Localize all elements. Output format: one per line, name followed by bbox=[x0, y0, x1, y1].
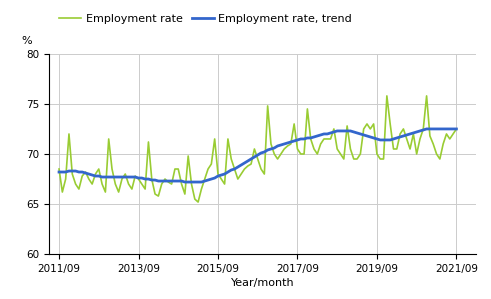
Employment rate bbox=[434, 152, 439, 156]
Employment rate, trend bbox=[56, 170, 62, 174]
Legend: Employment rate, Employment rate, trend: Employment rate, Employment rate, trend bbox=[55, 9, 356, 28]
Employment rate bbox=[228, 157, 234, 161]
Employment rate bbox=[195, 200, 201, 204]
Employment rate bbox=[308, 137, 314, 141]
Line: Employment rate, trend: Employment rate, trend bbox=[59, 129, 457, 182]
Employment rate, trend bbox=[228, 168, 234, 172]
Employment rate, trend bbox=[96, 174, 102, 178]
Employment rate, trend bbox=[308, 136, 314, 140]
Employment rate, trend bbox=[327, 131, 333, 135]
Employment rate bbox=[149, 177, 155, 181]
Employment rate bbox=[327, 137, 333, 141]
Employment rate, trend bbox=[182, 180, 188, 184]
X-axis label: Year/month: Year/month bbox=[231, 278, 295, 288]
Employment rate bbox=[96, 167, 102, 171]
Text: %: % bbox=[21, 36, 32, 46]
Employment rate, trend bbox=[149, 178, 155, 182]
Employment rate, trend bbox=[424, 127, 430, 131]
Employment rate bbox=[384, 94, 390, 98]
Employment rate bbox=[56, 167, 62, 171]
Line: Employment rate: Employment rate bbox=[59, 96, 457, 202]
Employment rate bbox=[454, 127, 460, 131]
Employment rate, trend bbox=[454, 127, 460, 131]
Employment rate, trend bbox=[434, 127, 439, 131]
